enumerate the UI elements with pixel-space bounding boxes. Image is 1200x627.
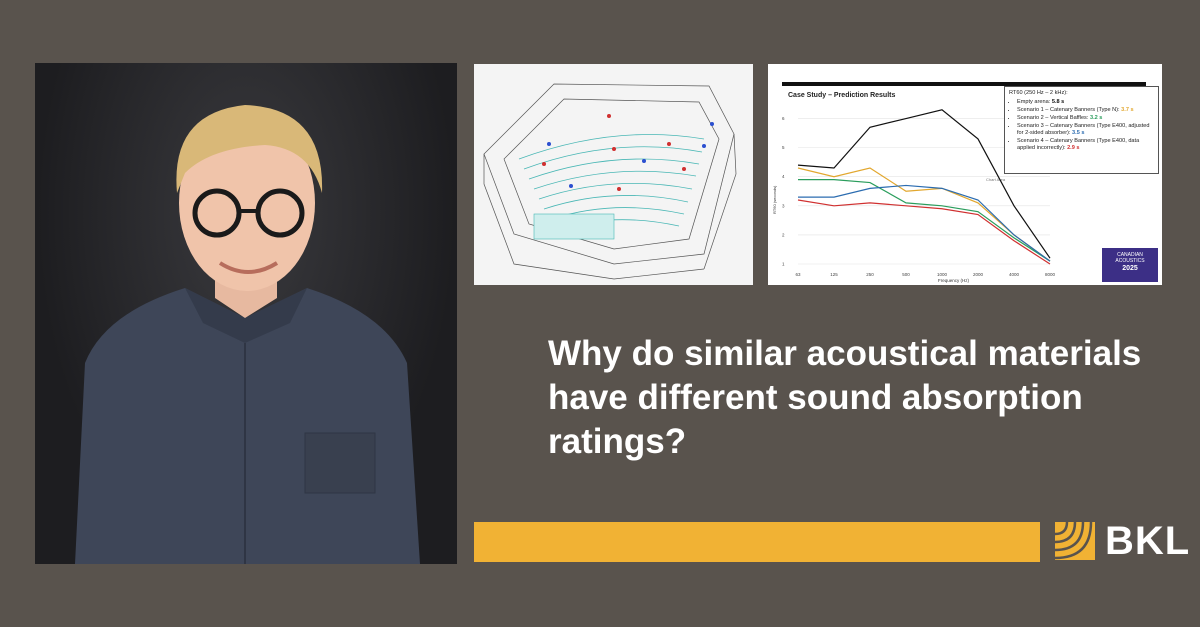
chart-ylabel: RT60 (seconds) [772,185,777,214]
badge-line1: CANADIAN [1117,252,1143,258]
arena-model-image [474,64,753,285]
y-tick-label: 4 [782,174,785,179]
x-tick-label: 2000 [973,272,984,277]
accent-bar [474,522,1040,562]
legend-item-text: Scenario 1 – Catenary Banners (Type N): [1017,107,1122,113]
chart-legend: RT60 (250 Hz – 2 kHz): Empty arena: 5.8 … [1004,86,1159,174]
legend-item: Scenario 3 – Catenary Banners (Type E400… [1017,123,1154,137]
x-tick-label: 1000 [937,272,948,277]
chart-header-rule [782,82,1146,86]
legend-item-text: Scenario 4 – Catenary Banners (Type E400… [1017,138,1140,151]
brand-name: BKL [1105,519,1191,563]
portrait-photo [35,63,457,564]
x-tick-label: 8000 [1045,272,1056,277]
person-portrait-icon [75,105,420,564]
y-tick-label: 5 [782,145,785,150]
legend-item-value: 3.2 s [1089,115,1103,121]
x-tick-label: 125 [830,272,838,277]
x-tick-label: 63 [795,272,801,277]
legend-item-value: 2.9 s [1067,145,1080,151]
x-tick-label: 500 [902,272,910,277]
legend-item-value: 5.8 s [1051,99,1065,105]
legend-item-value: 3.5 s [1072,130,1085,136]
y-tick-label: 6 [782,116,785,121]
series-line-4 [797,199,1051,265]
y-tick-label: 2 [782,232,785,237]
x-tick-label: 250 [866,272,874,277]
legend-header: RT60 (250 Hz – 2 kHz): [1009,90,1068,96]
y-tick-label: 1 [782,262,785,267]
series-line-3 [798,184,1051,262]
legend-item-text: Scenario 2 – Vertical Baffles: [1017,115,1090,121]
chart-title: Case Study – Prediction Results [788,92,895,99]
headline: Why do similar acoustical materials have… [548,334,1142,461]
bkl-logo: BKL [1053,520,1189,562]
legend-item-value: 3.7 s [1121,107,1134,113]
legend-item: Empty arena: 5.8 s [1017,99,1154,106]
legend-item-text: Scenario 3 – Catenary Banners (Type E400… [1017,123,1150,136]
conference-badge: CANADIAN ACOUSTICS 2025 [1102,248,1158,282]
legend-item: Scenario 2 – Vertical Baffles: 3.2 s [1017,115,1154,122]
series-line-2 [798,179,1051,262]
badge-line2: ACOUSTICS [1115,258,1145,264]
prediction-results-chart: Case Study – Prediction Results RT60 (se… [768,64,1162,285]
series-line-1 [797,167,1051,262]
chart-xlabel: Frequency (Hz) [938,278,970,283]
x-tick-label: 4000 [1009,272,1020,277]
y-tick-label: 3 [782,203,785,208]
legend-item: Scenario 1 – Catenary Banners (Type N): … [1017,107,1154,114]
legend-item: Scenario 4 – Catenary Banners (Type E400… [1017,138,1154,152]
chart-area-label: Chart Area [986,177,1006,182]
arena-3d-model-icon [483,83,737,280]
sound-waves-logo-icon [1054,521,1095,560]
badge-line3: 2025 [1122,265,1138,272]
legend-item-text: Empty arena: [1017,99,1052,105]
series-line-0 [797,109,1051,259]
